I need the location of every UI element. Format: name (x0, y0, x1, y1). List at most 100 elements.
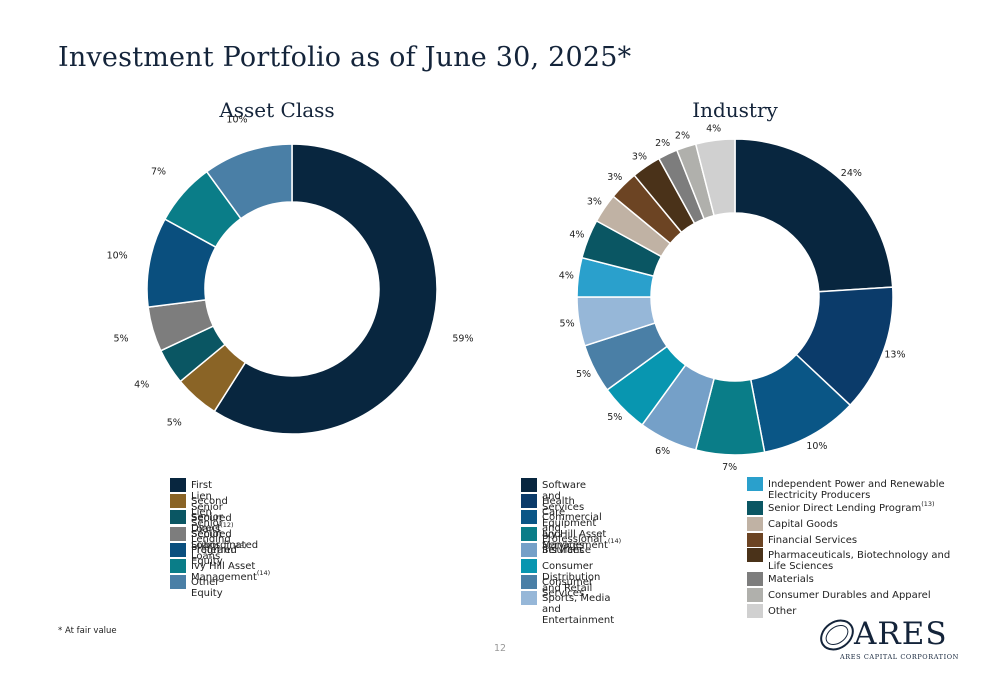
industry-slice-label-6: 5% (576, 369, 591, 380)
asset-class-legend-label-wrap: Senior Direct Lending Program(13) (191, 510, 247, 556)
asset-class-legend-item: Other Equity (170, 575, 223, 599)
asset-class-slice-label-1: 5% (167, 418, 182, 429)
industry-legend-item: Other (747, 604, 959, 618)
industry-legend-label: Pharmaceuticals, Biotechnology and Life … (768, 550, 951, 572)
asset-class-legend-item: Preferred Equity (170, 542, 237, 567)
industry-legend-label-wrap: Sports, Media and Entertainment (542, 591, 614, 626)
asset-class-legend-swatch (170, 510, 186, 525)
industry-legend-item: Consumer Durables and Apparel (747, 588, 959, 602)
industry-legend-swatch (747, 588, 763, 602)
industry-legend-label-wrap: Commercial and Professional Services (542, 510, 602, 556)
industry-legend-swatch (747, 572, 763, 586)
asset-class-legend-footnote-ref: (14) (256, 569, 271, 577)
industry-legend-label-wrap: Ivy Hill Asset Management(14) (542, 527, 621, 551)
industry-legend-swatch (521, 591, 537, 606)
asset-class-slice-0 (213, 143, 438, 435)
industry-legend-label-wrap: Health Care Equipment and Services (542, 494, 596, 551)
industry-legend-label: Health Care Equipment and Services (542, 496, 597, 552)
industry-legend-label-wrap: Other (768, 604, 796, 617)
industry-legend-label: Sports, Media and Entertainment (542, 593, 615, 627)
industry-slice-label-4: 6% (655, 446, 670, 457)
asset-class-legend-label-wrap: Preferred Equity (191, 543, 237, 567)
asset-class-legend-footnote-ref: (12) (220, 521, 234, 529)
industry-legend-swatch (747, 477, 763, 491)
industry-legend-swatch (521, 542, 537, 557)
industry-legend-item: Materials (747, 572, 959, 586)
industry-slice-15 (694, 138, 736, 217)
asset-class-legend-item: Senior Subordinated Loans (170, 526, 258, 562)
industry-legend-label: Senior Direct Lending Program (768, 503, 922, 514)
asset-class-legend-label-wrap: Other Equity (191, 575, 223, 599)
asset-class-legend-footnote-ref: (13) (233, 542, 247, 551)
industry-legend-label-wrap: Consumer Distribution and Retail (542, 559, 600, 594)
asset-class-legend-label-wrap: First Lien Senior Secured Loans(12) (191, 478, 234, 535)
industry-slice-label-10: 3% (587, 196, 602, 207)
industry-legend-item: Senior Direct Lending Program(13) (747, 501, 959, 515)
industry-slice-label-0: 24% (841, 168, 862, 179)
ares-logo-mark (820, 619, 854, 651)
industry-legend-label-wrap: Software and Services (542, 478, 586, 513)
industry-slice-0 (734, 138, 894, 293)
industry-slice-label-7: 5% (560, 319, 575, 330)
ares-logo-word: ARES (854, 616, 948, 652)
industry-legend-swatch (521, 575, 537, 590)
industry-legend-label-wrap: Consumer Durables and Apparel (768, 588, 931, 601)
industry-legend-label: Insurance (542, 544, 592, 556)
page-number: 12 (493, 643, 507, 654)
page-title: Investment Portfolio as of June 30, 2025… (58, 42, 632, 73)
industry-legend-item: Ivy Hill Asset Management(14) (521, 526, 621, 551)
asset-class-legend-swatch (170, 575, 186, 590)
industry-legend-label-wrap: Capital Goods (768, 517, 838, 530)
industry-legend-swatch (521, 559, 537, 573)
industry-legend-footnote-ref: (13) (921, 500, 935, 508)
asset-class-legend-swatch (170, 494, 186, 509)
industry-slice-label-5: 5% (607, 412, 622, 423)
industry-legend-swatch (747, 501, 763, 515)
asset-class-slice-label-3: 5% (114, 334, 129, 345)
industry-slice-label-1: 13% (884, 350, 905, 361)
asset-class-legend-label: Senior Subordinated Loans (191, 528, 259, 562)
industry-legend-label-wrap: Materials (768, 572, 814, 585)
industry-legend-label-wrap: Financial Services (768, 533, 857, 546)
industry-legend-item: Commercial and Professional Services (521, 510, 602, 556)
asset-class-legend-swatch (170, 542, 186, 557)
industry-legend-item: Consumer Distribution and Retail (521, 559, 600, 594)
industry-slice-label-2: 10% (806, 441, 827, 452)
industry-legend-label: Other (768, 606, 797, 617)
industry-legend-swatch (747, 548, 763, 562)
industry-legend-label-wrap: Pharmaceuticals, Biotechnology and Life … (768, 548, 959, 572)
asset-class-slice-6 (205, 143, 293, 220)
asset-class-legend-label-wrap: Senior Subordinated Loans (191, 527, 258, 562)
asset-class-legend-swatch (170, 526, 186, 541)
industry-legend-label-wrap: Senior Direct Lending Program(13) (768, 501, 935, 514)
industry-legend-label: Capital Goods (768, 519, 838, 530)
asset-class-legend-label: Other Equity (191, 577, 223, 600)
industry-legend-swatch (747, 604, 763, 618)
industry-legend-label: Consumer Distribution and Retail (542, 561, 601, 594)
industry-legend-item: Pharmaceuticals, Biotechnology and Life … (747, 548, 959, 572)
industry-legend-item: Capital Goods (747, 517, 959, 531)
ares-logo: ARES ARES CAPITAL CORPORATION (818, 616, 958, 664)
industry-legend-footnote-ref: (14) (607, 536, 622, 545)
industry-slice-label-12: 3% (632, 151, 647, 162)
footnote: * At fair value (58, 626, 117, 636)
asset-class-legend-swatch (170, 478, 186, 492)
industry-legend-swatch (521, 510, 537, 525)
industry-legend-swatch (747, 517, 763, 531)
asset-class-legend-label: First Lien Senior Secured Loans (191, 480, 232, 535)
industry-legend-label: Materials (768, 574, 814, 585)
ares-logo-tagline: ARES CAPITAL CORPORATION (840, 653, 959, 661)
industry-chart-title: Industry (692, 98, 778, 122)
asset-class-slice-label-6: 10% (226, 115, 247, 126)
industry-legend-label: Consumer Services (542, 577, 593, 600)
asset-class-slice-label-2: 4% (134, 379, 149, 390)
industry-slice-label-11: 3% (607, 172, 622, 183)
asset-class-legend-item: Second Lien Senior Secured Loans (170, 494, 232, 551)
asset-class-legend-item: First Lien Senior Secured Loans(12) (170, 478, 234, 535)
industry-legend-item: Insurance (521, 542, 592, 557)
asset-class-legend-item: Ivy Hill Asset Management(14) (170, 559, 270, 583)
asset-class-legend-label-wrap: Ivy Hill Asset Management(14) (191, 559, 270, 583)
asset-class-slice-label-5: 7% (151, 166, 166, 177)
industry-slice-label-3: 7% (722, 462, 737, 473)
